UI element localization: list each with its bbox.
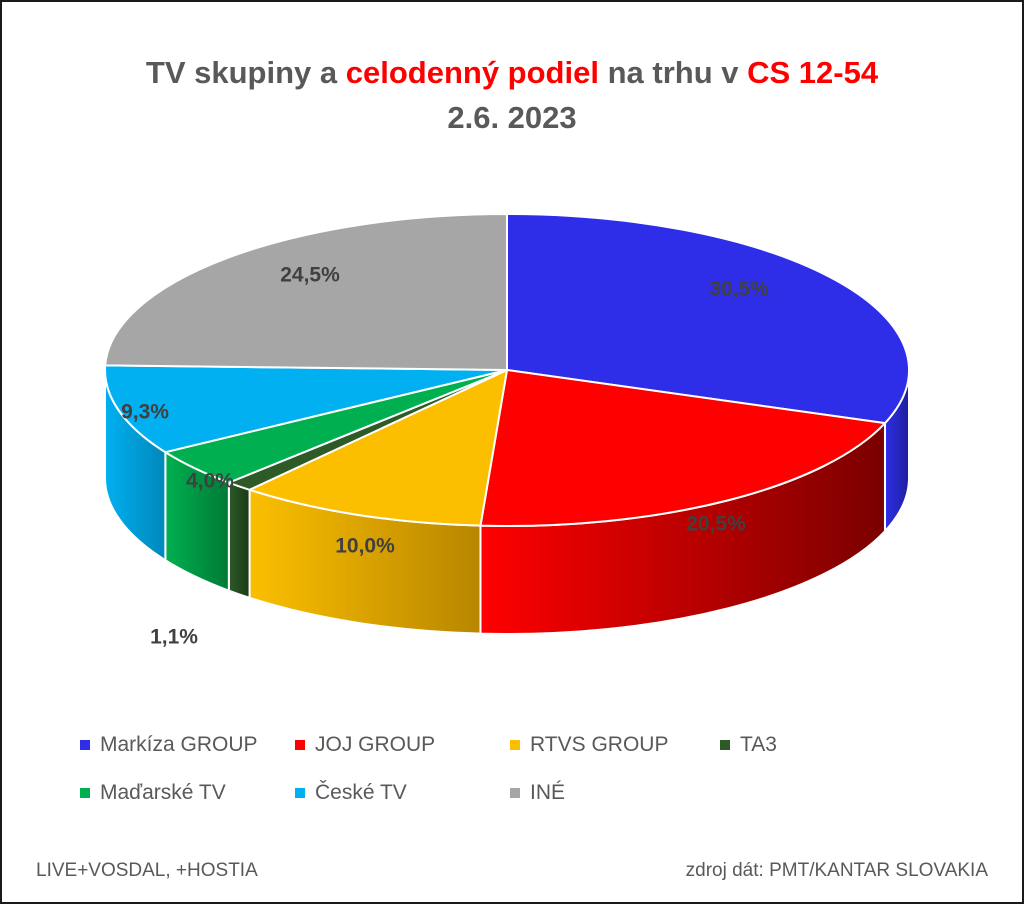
- data-label-ta3: 1,1%: [150, 626, 198, 649]
- pie-slice-ine: [104, 213, 508, 371]
- chart-title-line: TV skupiny a celodenný podiel na trhu v …: [2, 50, 1022, 95]
- pie-data-labels: 30,5% 20,5% 10,0% 1,1% 4,0% 9,3% 24,5%: [121, 264, 769, 649]
- pie-side-ta3: [227, 481, 251, 600]
- title-part-3: na trhu v: [598, 55, 748, 90]
- pie-sides: [104, 369, 910, 635]
- data-label-ine: 24,5%: [280, 264, 340, 287]
- data-label-joj-group: 20,5%: [686, 513, 746, 536]
- chart-subtitle: 2.6. 2023: [447, 100, 577, 135]
- title-part-2: celodenný podiel: [345, 55, 599, 90]
- title-part-1: TV skupiny a: [145, 55, 346, 90]
- pie-slice-rtvs-group: [248, 369, 508, 527]
- pie-slice-markiza-group: [506, 213, 910, 425]
- data-label-ceske-tv: 9,3%: [121, 401, 169, 424]
- footer-left-note: LIVE+VOSDAL, +HOSTIA: [36, 860, 258, 881]
- pie-slice-ceske-tv: [104, 364, 508, 454]
- chart-title: TV skupiny a celodenný podiel na trhu v …: [2, 50, 1022, 140]
- title-part-4: CS 12-54: [747, 55, 879, 90]
- data-label-rtvs-group: 10,0%: [335, 535, 395, 558]
- pie-slices: [104, 213, 910, 527]
- footer-source: zdroj dát: PMT/KANTAR SLOVAKIA: [685, 860, 988, 881]
- data-label-markiza-group: 30,5%: [709, 278, 769, 301]
- pie-slice-joj-group: [479, 369, 886, 527]
- data-label-madarske-tv: 4,0%: [186, 470, 234, 493]
